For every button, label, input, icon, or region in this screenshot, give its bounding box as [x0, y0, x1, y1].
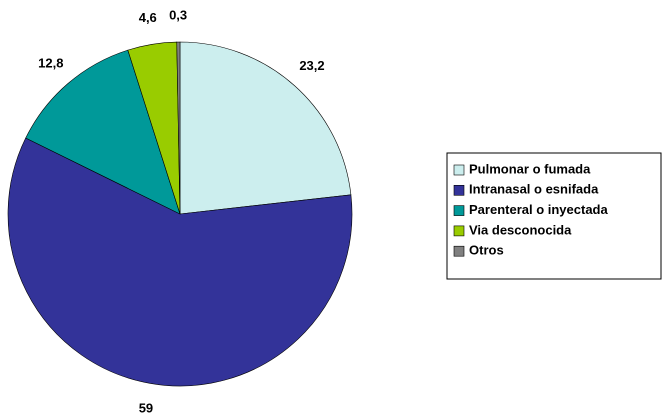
legend-label: Intranasal o esnifada — [469, 182, 599, 197]
legend-swatch — [453, 164, 465, 176]
data-label: 23,2 — [299, 58, 324, 73]
legend-label: Otros — [469, 243, 504, 258]
legend-swatch — [453, 205, 465, 216]
legend-label: Parenteral o inyectada — [469, 202, 608, 217]
legend-swatch — [453, 185, 465, 196]
legend-swatch — [453, 225, 465, 237]
pie-slice — [7, 137, 353, 387]
legend-label: Via desconocida — [469, 222, 572, 237]
data-label: 0,3 — [169, 7, 187, 22]
legend-swatch — [453, 245, 465, 257]
legend-label: Pulmonar o fumada — [469, 161, 591, 176]
data-label: 12,8 — [38, 55, 63, 70]
data-label: 59 — [139, 400, 153, 415]
pie-slice — [176, 41, 181, 215]
data-label: 4,6 — [139, 10, 157, 25]
legend-box — [446, 152, 662, 280]
pie-slice — [179, 41, 352, 215]
pie-slice — [25, 49, 181, 215]
